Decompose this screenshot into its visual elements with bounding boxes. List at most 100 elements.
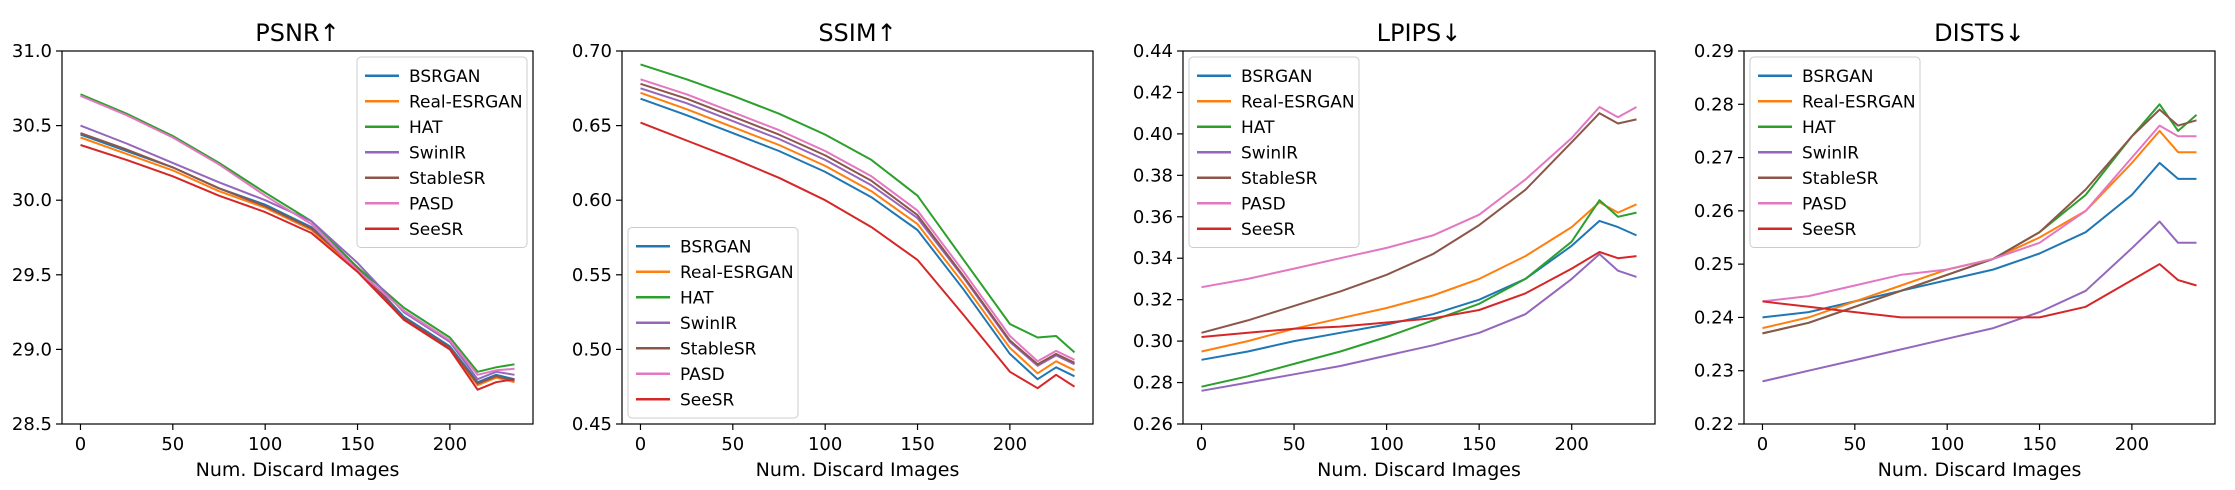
y-tick-label: 0.42 bbox=[1133, 82, 1173, 103]
legend-label: SwinIR bbox=[1241, 143, 1298, 163]
legend: BSRGAN Real-ESRGAN HAT SwinIR StableSR PASD Se… bbox=[1188, 56, 1360, 248]
y-tick-label: 0.23 bbox=[1694, 361, 1734, 382]
x-tick-label: 200 bbox=[1555, 434, 1589, 455]
x-tick-label: 50 bbox=[1843, 434, 1866, 455]
y-tick-label: 0.40 bbox=[1133, 124, 1173, 145]
legend-label: SwinIR bbox=[409, 143, 466, 163]
legend-label: BSRGAN bbox=[1241, 67, 1313, 87]
x-tick-label: 100 bbox=[248, 434, 282, 455]
legend-label: PASD bbox=[409, 194, 454, 214]
y-tick-label: 0.28 bbox=[1694, 94, 1734, 115]
y-tick-label: 0.29 bbox=[1694, 41, 1734, 62]
legend-label: BSRGAN bbox=[1802, 67, 1874, 87]
legend-label: StableSR bbox=[1241, 169, 1318, 189]
chart-title: DISTS↓ bbox=[1934, 19, 2025, 47]
legend-label: SwinIR bbox=[1802, 143, 1859, 163]
y-tick-label: 31.0 bbox=[12, 41, 52, 62]
y-tick-label: 0.27 bbox=[1694, 148, 1734, 169]
legend-label: StableSR bbox=[680, 339, 757, 359]
y-tick-label: 0.45 bbox=[572, 414, 612, 435]
legend-label: SeeSR bbox=[1802, 220, 1857, 240]
legend-label: Real-ESRGAN bbox=[1241, 92, 1355, 112]
chart-panel-4: DISTS↓ 0 50 100 150 200 0.22 0.23 0.24 0.25 0.26 0.… bbox=[1694, 19, 2216, 481]
legend-box bbox=[356, 56, 528, 248]
y-tick-label: 0.24 bbox=[1694, 307, 1734, 328]
chart-title: LPIPS↓ bbox=[1377, 19, 1462, 47]
legend-label: SeeSR bbox=[409, 220, 464, 240]
x-tick-label: 200 bbox=[2115, 434, 2149, 455]
legend-label: SeeSR bbox=[680, 390, 735, 410]
y-tick-label: 0.28 bbox=[1133, 373, 1173, 394]
series-line-hat bbox=[80, 93, 515, 373]
x-axis-label: Num. Discard Images bbox=[756, 459, 960, 481]
series-line-stablesr bbox=[640, 82, 1075, 366]
x-tick-label: 150 bbox=[2022, 434, 2056, 455]
x-tick-label: 50 bbox=[161, 434, 184, 455]
series-line-swinir bbox=[1762, 220, 2197, 383]
x-tick-label: 50 bbox=[721, 434, 744, 455]
x-tick-label: 150 bbox=[900, 434, 934, 455]
legend: BSRGAN Real-ESRGAN HAT SwinIR StableSR PASD Se… bbox=[356, 56, 528, 248]
series-line-pasd bbox=[80, 94, 515, 376]
y-tick-label: 0.36 bbox=[1133, 207, 1173, 228]
legend-label: HAT bbox=[1241, 118, 1275, 138]
series-line-swinir bbox=[1201, 253, 1637, 392]
legend: BSRGAN Real-ESRGAN HAT SwinIR StableSR PASD Se… bbox=[1749, 56, 1921, 248]
y-tick-label: 0.26 bbox=[1694, 201, 1734, 222]
chart-panel-1: PSNR↑ 0 50 100 150 200 28.5 29.0 29.5 30.0 30.5 31.… bbox=[12, 19, 534, 481]
series-line-swinir bbox=[80, 124, 515, 381]
legend-label: BSRGAN bbox=[680, 237, 752, 257]
chart-title: PSNR↑ bbox=[255, 19, 339, 47]
legend-label: HAT bbox=[680, 288, 714, 308]
series-line-pasd bbox=[640, 78, 1075, 363]
series-line-stablesr bbox=[1762, 108, 2197, 335]
y-tick-label: 0.38 bbox=[1133, 165, 1173, 186]
legend-label: PASD bbox=[1241, 194, 1286, 214]
legend-label: HAT bbox=[409, 118, 443, 138]
series-line-seesr bbox=[80, 144, 515, 391]
x-tick-label: 0 bbox=[635, 434, 646, 455]
legend: BSRGAN Real-ESRGAN HAT SwinIR StableSR PASD Se… bbox=[627, 227, 799, 419]
legend-label: PASD bbox=[680, 365, 725, 385]
y-tick-label: 0.55 bbox=[572, 265, 612, 286]
y-tick-label: 30.0 bbox=[12, 190, 52, 211]
legend-box bbox=[627, 227, 799, 419]
x-tick-label: 100 bbox=[1930, 434, 1964, 455]
x-axis-label: Num. Discard Images bbox=[196, 459, 400, 481]
series-line-real-esrgan bbox=[80, 136, 515, 387]
series-line-real-esrgan bbox=[640, 91, 1075, 375]
series-line-seesr bbox=[1762, 263, 2197, 319]
series-line-bsrgan bbox=[640, 97, 1075, 381]
y-tick-label: 0.65 bbox=[572, 116, 612, 137]
series-line-seesr bbox=[640, 121, 1076, 390]
series-line-seesr bbox=[1201, 251, 1637, 338]
y-tick-label: 0.30 bbox=[1133, 331, 1173, 352]
series-line-hat bbox=[640, 63, 1076, 354]
series-line-bsrgan bbox=[1201, 219, 1637, 361]
y-tick-label: 0.26 bbox=[1133, 414, 1173, 435]
y-tick-label: 0.70 bbox=[572, 41, 612, 62]
legend-label: StableSR bbox=[409, 169, 486, 189]
series-line-real-esrgan bbox=[1762, 129, 2197, 330]
x-tick-label: 50 bbox=[1283, 434, 1306, 455]
series-line-swinir bbox=[640, 87, 1075, 367]
chart-panel-3: LPIPS↓ 0 50 100 150 200 0.26 0.28 0.30 0.32 0.34 0.… bbox=[1133, 19, 1656, 481]
plot-frame bbox=[61, 50, 534, 425]
legend-box bbox=[1749, 56, 1921, 248]
x-tick-label: 0 bbox=[1196, 434, 1207, 455]
legend-label: SeeSR bbox=[1241, 220, 1296, 240]
legend-label: Real-ESRGAN bbox=[1802, 92, 1916, 112]
y-tick-label: 0.32 bbox=[1133, 290, 1173, 311]
chart-title: SSIM↑ bbox=[818, 19, 896, 47]
y-tick-label: 0.25 bbox=[1694, 254, 1734, 275]
series-line-stablesr bbox=[80, 132, 515, 385]
y-tick-label: 0.22 bbox=[1694, 414, 1734, 435]
x-axis-label: Num. Discard Images bbox=[1317, 459, 1521, 481]
legend-label: Real-ESRGAN bbox=[409, 92, 523, 112]
x-tick-label: 100 bbox=[808, 434, 842, 455]
series-line-pasd bbox=[1201, 106, 1637, 289]
plot-frame bbox=[1182, 50, 1656, 425]
y-tick-label: 29.5 bbox=[12, 265, 52, 286]
legend-label: StableSR bbox=[1802, 169, 1879, 189]
